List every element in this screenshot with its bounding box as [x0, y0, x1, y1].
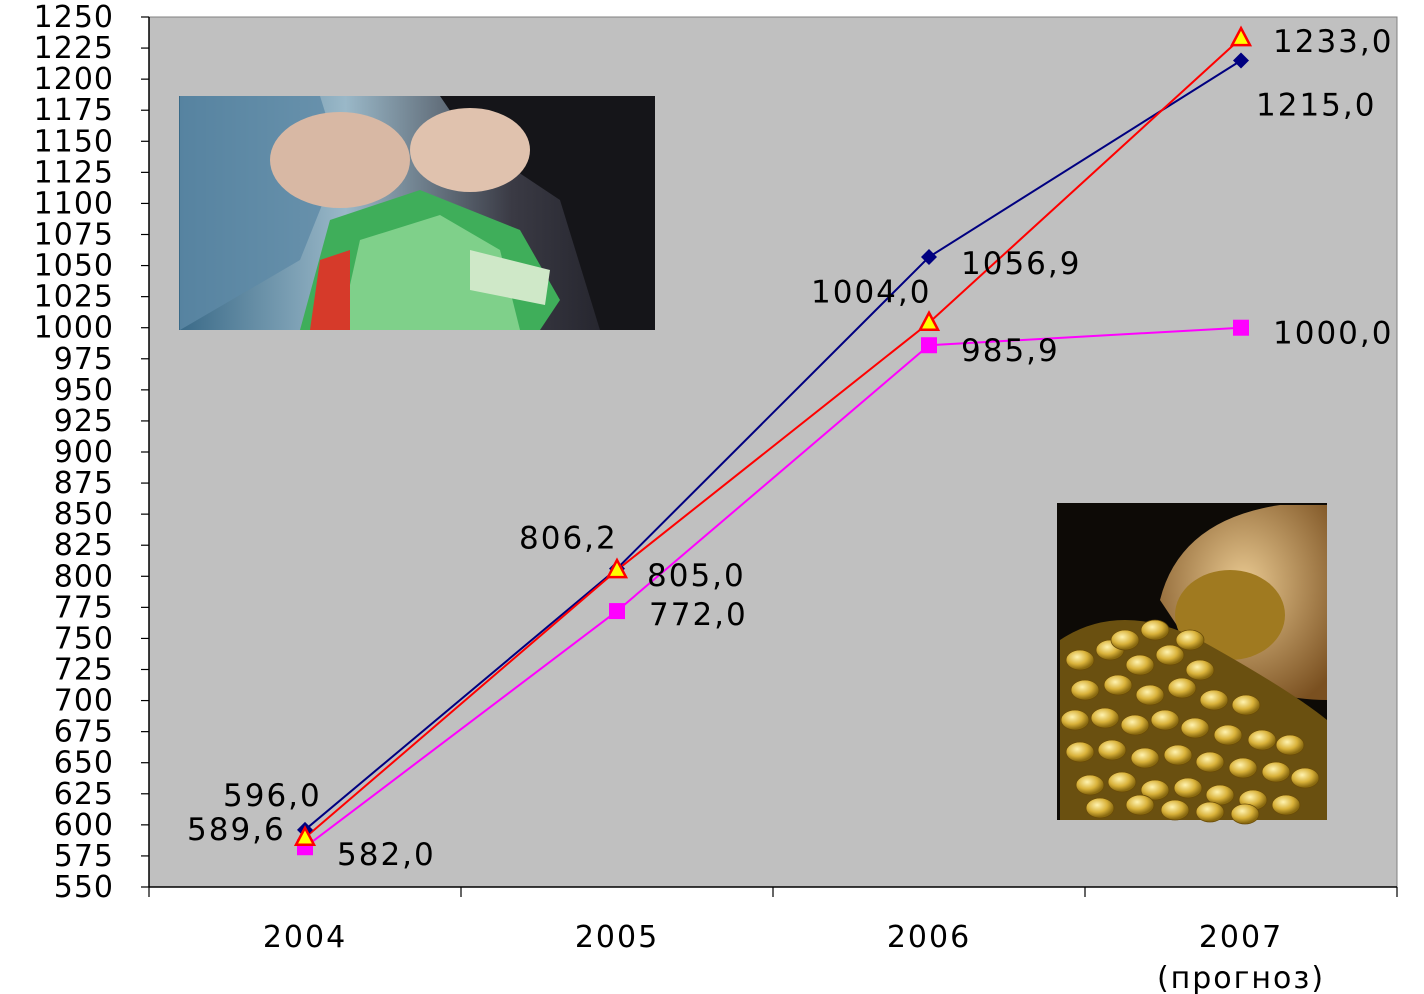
series-2-point — [605, 557, 629, 579]
y-tick-label: 1025 — [34, 280, 114, 315]
data-label-series-2: 1233,0 — [1273, 24, 1393, 60]
y-tick-label: 700 — [54, 684, 114, 719]
series-2-point — [1229, 25, 1253, 47]
y-tick-label: 575 — [54, 839, 114, 874]
data-label-series-1: 596,0 — [223, 778, 322, 814]
x-category-label: 2005 — [575, 920, 659, 955]
series-3-point — [609, 603, 625, 620]
y-tick-label: 775 — [54, 590, 114, 625]
y-tick-label: 900 — [54, 435, 114, 470]
series-1-point — [1233, 52, 1249, 69]
x-category-label: 2006 — [887, 920, 971, 955]
series-layer — [293, 25, 1253, 856]
data-label-series-2: 1004,0 — [811, 275, 931, 311]
data-label-series-1: 1056,9 — [961, 246, 1081, 282]
y-tick-label: 975 — [54, 342, 114, 377]
data-labels: 596,0 806,2 1056,9 1215,0 589,6 805,0 1004,0 12… — [187, 24, 1393, 873]
series-1-point — [921, 248, 937, 265]
x-category-label: 2004 — [263, 920, 347, 955]
sack-of-gold-coins-photo — [1057, 503, 1327, 825]
data-label-series-2: 805,0 — [647, 558, 746, 594]
series-3-point — [921, 337, 937, 354]
series-2-point — [293, 825, 317, 847]
data-label-series-3: 772,0 — [649, 597, 748, 633]
series-line-2 — [304, 37, 1242, 839]
x-category-label: 2007 — [1199, 920, 1283, 955]
y-tick-label: 1200 — [34, 62, 114, 97]
y-tick-label: 600 — [54, 808, 114, 843]
y-tick-label: 925 — [54, 404, 114, 439]
y-tick-label: 950 — [54, 373, 114, 408]
data-label-series-1: 1215,0 — [1256, 88, 1376, 124]
data-label-series-2: 589,6 — [187, 812, 286, 848]
series-line-1 — [304, 59, 1242, 831]
y-tick-label: 1250 — [34, 0, 114, 35]
y-tick-label: 1050 — [34, 249, 114, 284]
y-tick-label: 675 — [54, 715, 114, 750]
y-tick-label: 1150 — [34, 124, 114, 159]
y-tick-label: 625 — [54, 777, 114, 812]
y-tick-label: 750 — [54, 621, 114, 656]
x-category-sublabel: (прогноз) — [1157, 961, 1325, 994]
y-tick-label: 1125 — [34, 155, 114, 190]
series-2-point — [917, 310, 941, 331]
y-axis: 5505756006256506757007257507758008258508… — [34, 0, 150, 905]
y-tick-label: 875 — [54, 466, 114, 501]
data-label-series-3: 582,0 — [337, 837, 436, 873]
hands-holding-banknotes-photo — [179, 96, 655, 330]
y-tick-label: 1100 — [34, 186, 114, 221]
series-line-3 — [304, 326, 1242, 849]
y-tick-label: 825 — [54, 528, 114, 563]
x-axis: 2004 2005 2006 2007 (прогноз) — [148, 886, 1398, 994]
y-tick-label: 550 — [54, 870, 114, 905]
y-tick-label: 650 — [54, 746, 114, 781]
y-tick-label: 1225 — [34, 31, 114, 66]
data-label-series-3: 1000,0 — [1273, 316, 1393, 352]
data-label-series-3: 985,9 — [961, 333, 1060, 369]
y-tick-label: 1175 — [34, 93, 114, 128]
y-tick-label: 1000 — [34, 311, 114, 346]
series-3-point — [1233, 319, 1249, 336]
y-tick-label: 1075 — [34, 218, 114, 253]
y-tick-label: 800 — [54, 559, 114, 594]
y-tick-label: 850 — [54, 497, 114, 532]
data-label-series-1: 806,2 — [519, 521, 618, 557]
y-tick-label: 725 — [54, 653, 114, 688]
